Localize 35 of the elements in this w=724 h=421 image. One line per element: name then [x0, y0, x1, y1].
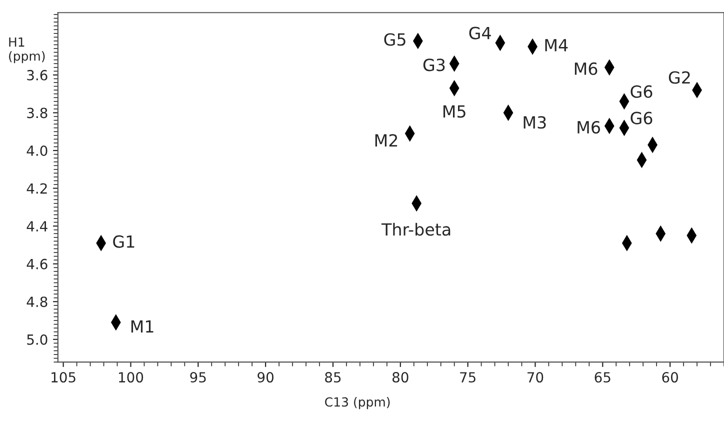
x-axis-title: C13 (ppm) [325, 397, 390, 410]
y-tick-label: 4.4 [26, 221, 48, 232]
x-tick-label: 65 [594, 372, 610, 383]
annotation: M2 [375, 134, 398, 146]
annotation: M3 [524, 116, 546, 129]
y-tick-label: 5.0 [27, 334, 48, 345]
x-tick-label: 100 [119, 372, 144, 383]
y-tick-label: 3.6 [27, 70, 48, 80]
x-tick-label: 105 [52, 372, 76, 383]
y-tick-label: 4.6 [26, 258, 48, 270]
annotation: G2 [668, 71, 690, 84]
annotation: M5 [443, 105, 466, 118]
y-tick-label: 4.0 [26, 145, 48, 156]
x-tick-label: 75 [460, 372, 476, 383]
x-tick-label: 70 [528, 372, 544, 383]
annotation: Thr-beta [381, 222, 450, 236]
annotation: M4 [545, 39, 568, 52]
annotation: M6 [578, 120, 600, 134]
annotation: M6 [574, 62, 598, 76]
annotation: G6 [630, 85, 652, 98]
x-tick-label: 60 [662, 372, 678, 383]
x-tick-label: 95 [190, 372, 206, 383]
annotation: G1 [113, 235, 134, 248]
annotation: G5 [384, 33, 406, 46]
annotation: G4 [469, 26, 491, 40]
y-axis-title: H1 (ppm) [9, 37, 45, 64]
x-tick-label: 85 [325, 372, 341, 383]
annotation: M1 [131, 320, 154, 333]
annotation: G3 [423, 58, 445, 72]
y-tick-label: 4.2 [26, 183, 47, 194]
y-tick-label: 3.8 [27, 108, 48, 118]
annotation: G6 [630, 112, 652, 124]
y-tick-label: 4.8 [26, 296, 48, 308]
x-tick-label: 80 [392, 372, 408, 383]
x-tick-label: 90 [258, 372, 274, 383]
